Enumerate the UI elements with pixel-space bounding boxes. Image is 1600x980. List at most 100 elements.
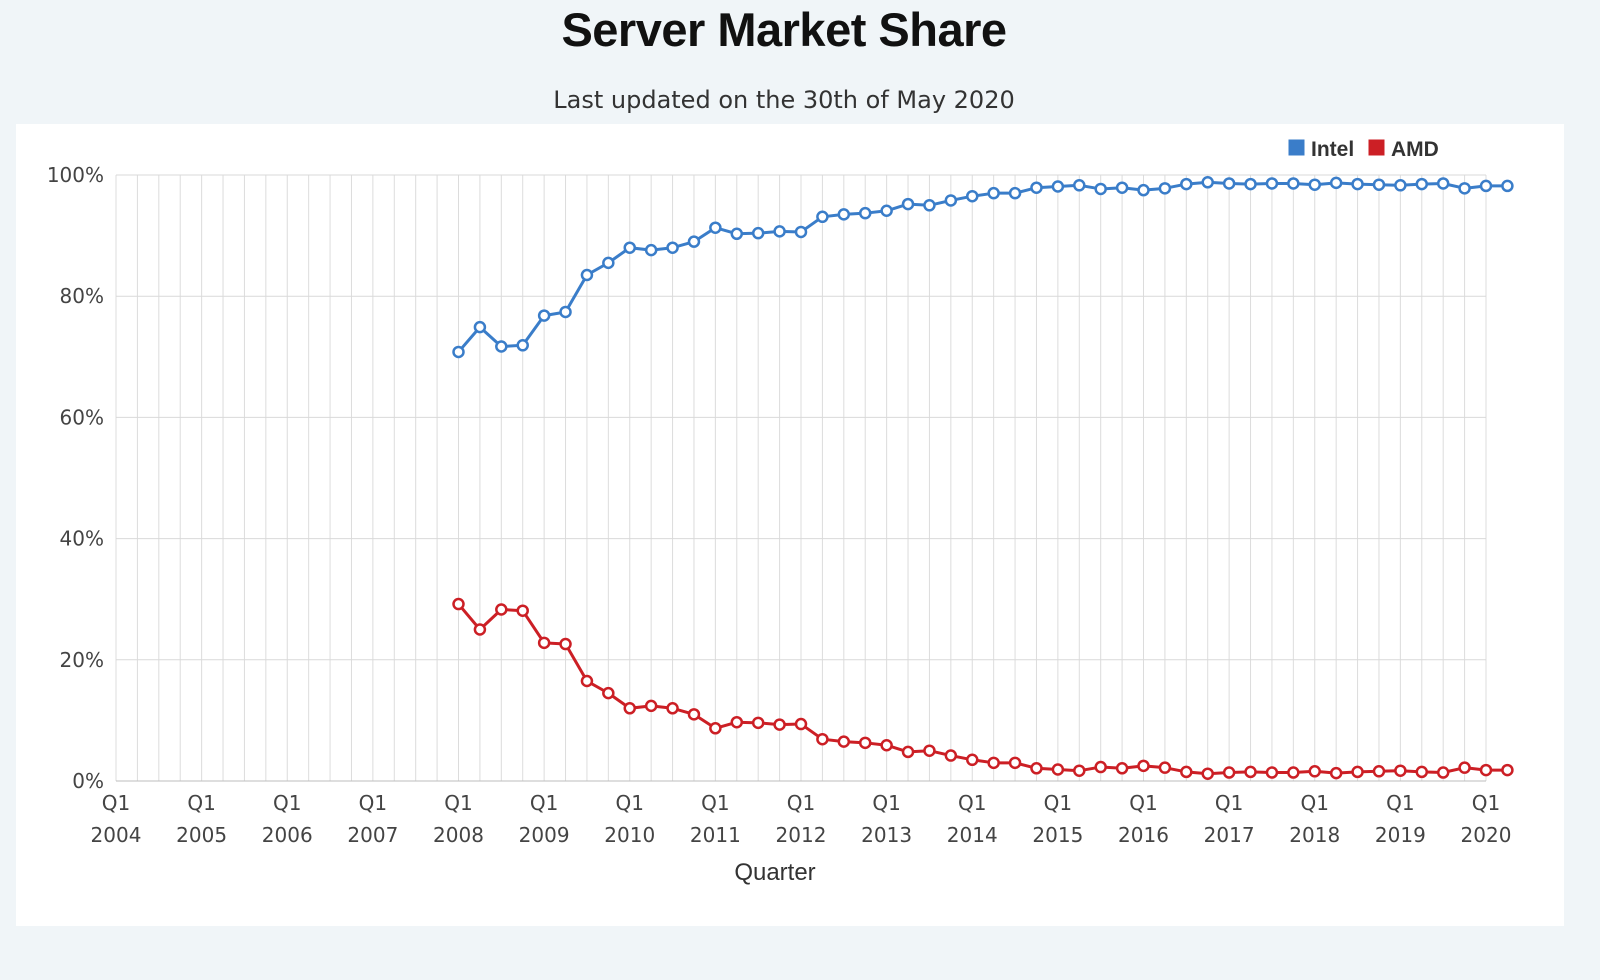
data-point-intel[interactable]	[623, 241, 636, 254]
data-point-intel[interactable]	[666, 241, 679, 254]
data-point-amd[interactable]	[1265, 766, 1279, 779]
data-point-amd[interactable]	[858, 736, 872, 750]
data-point-amd[interactable]	[1073, 764, 1086, 777]
data-point-amd[interactable]	[923, 744, 936, 757]
data-point-amd[interactable]	[1351, 765, 1364, 779]
data-point-intel[interactable]	[923, 199, 936, 212]
data-point-amd[interactable]	[644, 699, 658, 713]
data-point-intel[interactable]	[858, 206, 872, 220]
data-point-amd[interactable]	[1008, 756, 1022, 770]
data-point-intel[interactable]	[901, 197, 915, 211]
data-point-amd[interactable]	[537, 636, 551, 650]
legend-item-intel[interactable]: Intel	[1287, 138, 1354, 161]
data-point-amd[interactable]	[452, 597, 465, 611]
data-point-amd[interactable]	[880, 739, 893, 752]
data-point-amd[interactable]	[751, 716, 765, 730]
data-point-intel[interactable]	[1329, 176, 1343, 190]
data-point-amd[interactable]	[1030, 762, 1043, 775]
data-point-intel[interactable]	[1115, 181, 1129, 194]
data-point-intel[interactable]	[1222, 177, 1236, 190]
data-point-intel[interactable]	[816, 210, 829, 224]
data-point-intel[interactable]	[1394, 179, 1407, 192]
data-point-amd[interactable]	[944, 749, 958, 762]
data-point-intel[interactable]	[773, 225, 786, 238]
data-point-amd[interactable]	[1051, 763, 1065, 776]
data-point-intel[interactable]	[473, 320, 487, 334]
data-point-amd[interactable]	[1201, 767, 1214, 780]
data-point-amd[interactable]	[495, 603, 508, 616]
data-point-intel[interactable]	[1008, 186, 1022, 200]
data-point-amd[interactable]	[1244, 765, 1257, 779]
data-point-intel[interactable]	[730, 227, 744, 241]
data-point-amd[interactable]	[709, 722, 722, 735]
data-point-amd[interactable]	[687, 708, 701, 721]
data-point-amd[interactable]	[1436, 766, 1450, 779]
data-point-amd[interactable]	[1115, 762, 1129, 775]
data-point-amd[interactable]	[666, 702, 679, 715]
data-point-amd[interactable]	[1287, 766, 1300, 779]
data-point-amd[interactable]	[966, 753, 979, 767]
data-point-amd[interactable]	[1137, 759, 1150, 773]
data-point-amd[interactable]	[1222, 766, 1236, 779]
data-point-intel[interactable]	[1351, 177, 1364, 191]
data-point-intel[interactable]	[751, 226, 765, 240]
data-point-intel[interactable]	[1372, 178, 1386, 191]
data-point-intel[interactable]	[1415, 177, 1429, 191]
data-point-intel[interactable]	[452, 345, 465, 359]
data-point-intel[interactable]	[966, 189, 979, 203]
data-point-amd[interactable]	[602, 686, 615, 700]
data-point-intel[interactable]	[537, 309, 551, 322]
data-point-intel[interactable]	[1051, 180, 1065, 193]
data-point-intel[interactable]	[580, 268, 594, 282]
data-point-amd[interactable]	[794, 717, 808, 731]
data-point-amd[interactable]	[837, 735, 851, 748]
data-point-intel[interactable]	[1201, 176, 1214, 189]
data-point-intel[interactable]	[1180, 177, 1193, 191]
data-point-intel[interactable]	[1094, 182, 1107, 196]
data-point-intel[interactable]	[1265, 177, 1279, 190]
data-point-amd[interactable]	[1180, 765, 1193, 779]
data-point-intel[interactable]	[837, 208, 851, 221]
data-point-amd[interactable]	[1094, 760, 1107, 774]
data-point-intel[interactable]	[644, 243, 658, 257]
data-point-amd[interactable]	[1372, 765, 1386, 778]
data-point-intel[interactable]	[1501, 179, 1514, 193]
data-point-amd[interactable]	[1415, 765, 1429, 779]
data-point-intel[interactable]	[1158, 182, 1172, 195]
data-point-intel[interactable]	[944, 194, 958, 207]
data-point-amd[interactable]	[559, 637, 572, 651]
legend-item-amd[interactable]: AMD	[1367, 138, 1439, 161]
data-point-intel[interactable]	[1308, 178, 1321, 191]
data-point-intel[interactable]	[987, 186, 1000, 200]
data-point-intel[interactable]	[559, 305, 572, 319]
data-point-amd[interactable]	[623, 702, 636, 715]
data-point-amd[interactable]	[1458, 761, 1471, 774]
data-point-intel[interactable]	[1436, 177, 1450, 190]
data-point-intel[interactable]	[1287, 177, 1300, 190]
data-point-amd[interactable]	[1501, 763, 1514, 777]
data-point-amd[interactable]	[1479, 763, 1493, 777]
data-point-intel[interactable]	[516, 339, 529, 352]
data-point-amd[interactable]	[516, 604, 529, 617]
data-point-intel[interactable]	[1479, 179, 1493, 193]
data-point-amd[interactable]	[473, 623, 487, 636]
data-point-intel[interactable]	[1073, 179, 1086, 192]
data-point-intel[interactable]	[602, 256, 615, 270]
data-point-amd[interactable]	[1394, 764, 1407, 777]
data-point-intel[interactable]	[687, 235, 701, 248]
data-point-amd[interactable]	[987, 756, 1000, 770]
data-point-amd[interactable]	[816, 732, 829, 746]
data-point-intel[interactable]	[880, 204, 893, 217]
data-point-intel[interactable]	[1458, 182, 1471, 195]
data-point-amd[interactable]	[773, 718, 786, 731]
data-point-amd[interactable]	[1158, 761, 1172, 774]
data-point-amd[interactable]	[580, 674, 594, 688]
data-point-amd[interactable]	[1308, 765, 1321, 778]
data-point-intel[interactable]	[1137, 183, 1150, 197]
data-point-intel[interactable]	[709, 221, 722, 234]
data-point-amd[interactable]	[901, 745, 915, 759]
data-point-intel[interactable]	[495, 340, 508, 353]
data-point-intel[interactable]	[1244, 177, 1257, 191]
data-point-amd[interactable]	[1329, 766, 1343, 780]
data-point-amd[interactable]	[730, 715, 744, 729]
